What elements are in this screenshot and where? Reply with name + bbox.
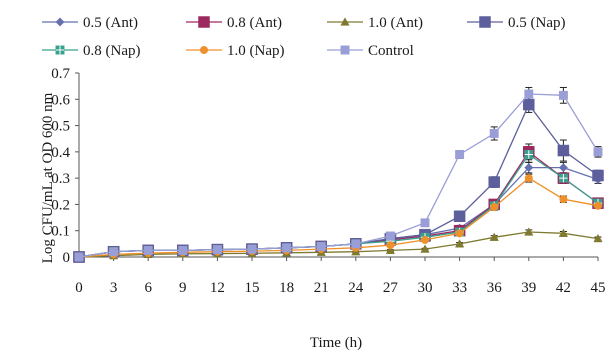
legend-marker [340,17,350,26]
data-point [488,176,500,188]
legend-label: Control [368,43,414,59]
data-point [454,239,465,248]
data-point [386,241,395,250]
x-tick-label: 0 [75,280,83,296]
x-tick-label: 39 [521,280,536,296]
data-point [385,231,395,241]
data-point [523,98,535,111]
x-tick-label: 3 [110,280,118,296]
x-tick-label: 6 [144,280,152,296]
y-tick-label: 0.3 [51,171,70,187]
legend-item: 0.5 (Nap) [467,15,565,31]
x-tick-label: 12 [210,280,225,296]
data-point [524,227,534,236]
data-point [558,228,569,237]
data-point [109,247,119,257]
data-point [593,233,603,243]
data-point [489,129,499,138]
legend-marker [199,45,209,55]
y-tick-label: 0.6 [51,92,70,108]
data-point [453,210,466,223]
legend-item: 1.0 (Ant) [327,15,423,31]
y-tick-label: 0.2 [51,197,70,213]
legend-label: 1.0 (Ant) [368,15,423,31]
data-point [74,252,84,262]
x-tick-label: 27 [383,280,399,296]
legend-label: 0.8 (Ant) [227,15,282,31]
data-point [420,218,430,228]
data-point [351,239,361,249]
series-1-0-nap [74,174,603,262]
data-point [558,163,568,173]
data-point [385,245,396,255]
y-tick-label: 0.4 [51,145,70,161]
legend-label: 0.5 (Ant) [83,15,138,31]
x-tick-label: 30 [418,280,433,296]
x-tick-label: 21 [314,280,329,296]
data-point [489,232,499,241]
legend-label: 1.0 (Nap) [227,43,284,59]
x-tick-label: 36 [487,280,503,296]
axes: 00.10.20.30.40.50.60.70 3 6 9 12 15 18 21 24 27 30… [51,66,605,296]
data-point [524,89,534,99]
x-tick-label: 9 [179,280,187,296]
y-tick-label: 0 [63,250,71,266]
y-tick-label: 0.1 [51,224,70,240]
legend-marker [198,16,210,28]
x-tick-label: 42 [556,280,571,296]
series-line [78,153,599,258]
x-tick-label: 33 [452,280,467,296]
y-tick-label: 0.5 [51,119,70,135]
series-line [78,231,599,258]
legend-item: 0.8 (Nap) [42,43,140,59]
series-layer [73,89,604,263]
legend-marker [55,45,65,55]
series-line [78,166,599,258]
legend-label: 0.8 (Nap) [83,43,140,59]
y-tick-label: 0.7 [51,66,70,82]
legend-item: 1.0 (Nap) [186,43,284,59]
data-point [557,144,570,157]
legend-item: 0.5 (Ant) [42,15,138,31]
data-point [592,169,604,182]
series-line [78,177,599,258]
data-point [559,195,568,204]
y-axis-title: Log CFU/mL at OD 600 nm [40,92,56,263]
data-point [524,163,534,173]
x-axis-title: Time (h) [310,335,362,351]
x-tick-label: 15 [245,280,260,296]
data-point [212,245,222,255]
legend-label: 0.5 (Nap) [508,15,565,31]
data-point [316,242,326,251]
data-point [420,235,430,244]
legend: 0.5 (Ant) 0.8 (Ant) 1.0 (Ant) 0.5 (Nap) 0.8 … [42,15,565,59]
data-point [490,203,499,212]
data-point [143,245,153,255]
legend-marker [55,17,65,27]
legend-marker [340,45,350,55]
data-point [558,173,568,183]
data-point [593,147,603,157]
data-point [282,243,292,253]
series-0-5-nap [73,98,604,263]
legend-marker [479,16,491,28]
data-point [593,201,603,210]
data-point [524,174,533,183]
data-point [455,229,464,238]
series-line [78,93,599,258]
x-tick-label: 45 [591,280,606,296]
data-point [558,90,568,100]
data-point [247,244,257,254]
x-tick-label: 24 [348,280,364,296]
data-point [178,245,188,255]
legend-item: 0.8 (Ant) [186,15,282,31]
data-point [420,244,430,253]
series-line [78,103,599,258]
legend-item: Control [327,43,414,59]
data-point [524,150,534,159]
series-control [74,89,603,262]
x-tick-label: 18 [279,280,294,296]
data-point [455,150,465,159]
